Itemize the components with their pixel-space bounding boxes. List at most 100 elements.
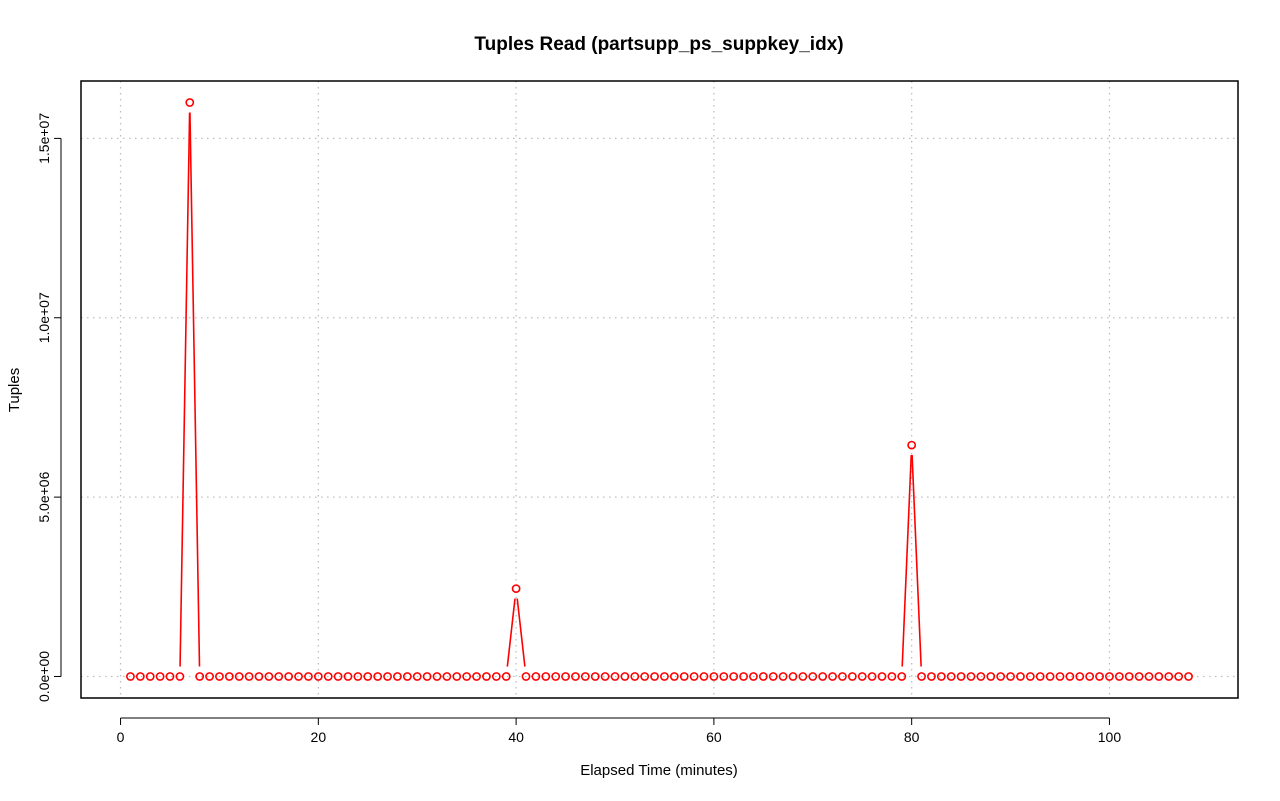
data-point bbox=[669, 672, 679, 681]
data-point bbox=[343, 672, 353, 681]
data-point bbox=[551, 672, 561, 681]
data-point bbox=[590, 672, 600, 681]
data-point bbox=[818, 672, 828, 681]
data-point bbox=[541, 672, 551, 681]
x-tick-label: 100 bbox=[1098, 729, 1122, 745]
data-point bbox=[600, 672, 610, 681]
data-point bbox=[1184, 672, 1193, 681]
data-point bbox=[709, 672, 719, 681]
data-point bbox=[393, 672, 402, 681]
data-point bbox=[1144, 672, 1154, 681]
data-point bbox=[155, 672, 165, 681]
data-point bbox=[531, 672, 541, 681]
data-point bbox=[1154, 672, 1164, 681]
data-point bbox=[482, 672, 491, 681]
data-point bbox=[778, 672, 788, 681]
data-point bbox=[719, 672, 729, 681]
data-point bbox=[927, 672, 936, 681]
x-axis: 0 20 40 60 80 100 bbox=[117, 717, 1122, 745]
data-point bbox=[838, 672, 847, 681]
data-point bbox=[640, 672, 650, 681]
data-point bbox=[126, 672, 135, 681]
data-point bbox=[1134, 672, 1144, 681]
plot-frame bbox=[80, 80, 1239, 699]
data-point bbox=[847, 672, 857, 681]
data-point bbox=[452, 672, 462, 681]
data-point bbox=[976, 672, 986, 681]
data-point bbox=[768, 672, 778, 681]
data-point bbox=[907, 440, 917, 450]
data-point bbox=[887, 672, 897, 681]
data-point bbox=[867, 672, 877, 681]
data-point bbox=[284, 672, 294, 681]
data-point bbox=[205, 672, 214, 681]
data-point bbox=[333, 672, 343, 681]
data-point bbox=[788, 672, 798, 681]
x-axis-label: Elapsed Time (minutes) bbox=[580, 762, 738, 779]
data-point bbox=[956, 672, 966, 681]
series-line-segment bbox=[911, 455, 922, 667]
series-line-segment bbox=[179, 112, 191, 667]
data-point bbox=[135, 672, 145, 681]
data-point bbox=[264, 672, 274, 681]
x-tick-label: 40 bbox=[508, 729, 524, 745]
data-point bbox=[521, 672, 531, 681]
data-point bbox=[758, 672, 768, 681]
data-point bbox=[749, 672, 758, 681]
data-point bbox=[679, 672, 689, 681]
data-point bbox=[897, 672, 907, 681]
data-point bbox=[1105, 672, 1114, 681]
data-point bbox=[175, 672, 185, 681]
data-point bbox=[1174, 672, 1184, 681]
data-point bbox=[402, 672, 412, 681]
x-tick-label: 0 bbox=[117, 729, 125, 745]
y-axis: 0.0e+00 5.0e+06 1.0e+07 1.5e+07 bbox=[36, 113, 62, 702]
y-tick-label: 1.0e+07 bbox=[36, 292, 52, 343]
data-point bbox=[472, 672, 481, 681]
data-point bbox=[1055, 672, 1065, 681]
data-point bbox=[986, 672, 996, 681]
data-point bbox=[195, 672, 205, 681]
grid bbox=[81, 81, 1238, 698]
series-line-segment bbox=[189, 112, 201, 667]
data-point bbox=[422, 672, 432, 681]
data-point bbox=[857, 672, 867, 681]
data-point bbox=[630, 672, 640, 681]
x-tick-label: 60 bbox=[706, 729, 722, 745]
y-axis-label: Tuples bbox=[6, 368, 23, 412]
data-point bbox=[501, 672, 511, 681]
data-point bbox=[996, 672, 1006, 681]
data-point bbox=[442, 672, 452, 681]
data-point bbox=[1095, 672, 1104, 681]
data-point bbox=[353, 672, 363, 681]
data-point bbox=[877, 672, 887, 681]
data-point bbox=[689, 672, 699, 681]
data-point bbox=[1006, 672, 1015, 681]
data-point bbox=[798, 672, 808, 681]
data-point bbox=[729, 672, 739, 681]
data-point bbox=[462, 672, 472, 681]
data-point bbox=[215, 672, 224, 681]
data-point bbox=[580, 672, 590, 681]
data-point bbox=[610, 672, 620, 681]
data-point bbox=[571, 672, 580, 681]
data-point bbox=[1085, 672, 1095, 681]
data-point bbox=[808, 672, 818, 681]
data-point bbox=[1065, 672, 1075, 681]
data-point bbox=[294, 672, 303, 681]
data-point bbox=[313, 672, 323, 681]
data-point bbox=[185, 98, 195, 107]
data-point bbox=[224, 672, 234, 681]
data-point bbox=[254, 672, 264, 681]
x-tick-label: 20 bbox=[311, 729, 327, 745]
data-point bbox=[1016, 672, 1025, 681]
data-point bbox=[561, 672, 570, 681]
data-point bbox=[1124, 672, 1134, 681]
data-point bbox=[323, 672, 333, 681]
data-point bbox=[373, 672, 383, 681]
data-point bbox=[363, 672, 373, 681]
data-point bbox=[828, 672, 837, 681]
series bbox=[126, 98, 1193, 681]
data-point bbox=[1075, 672, 1085, 681]
